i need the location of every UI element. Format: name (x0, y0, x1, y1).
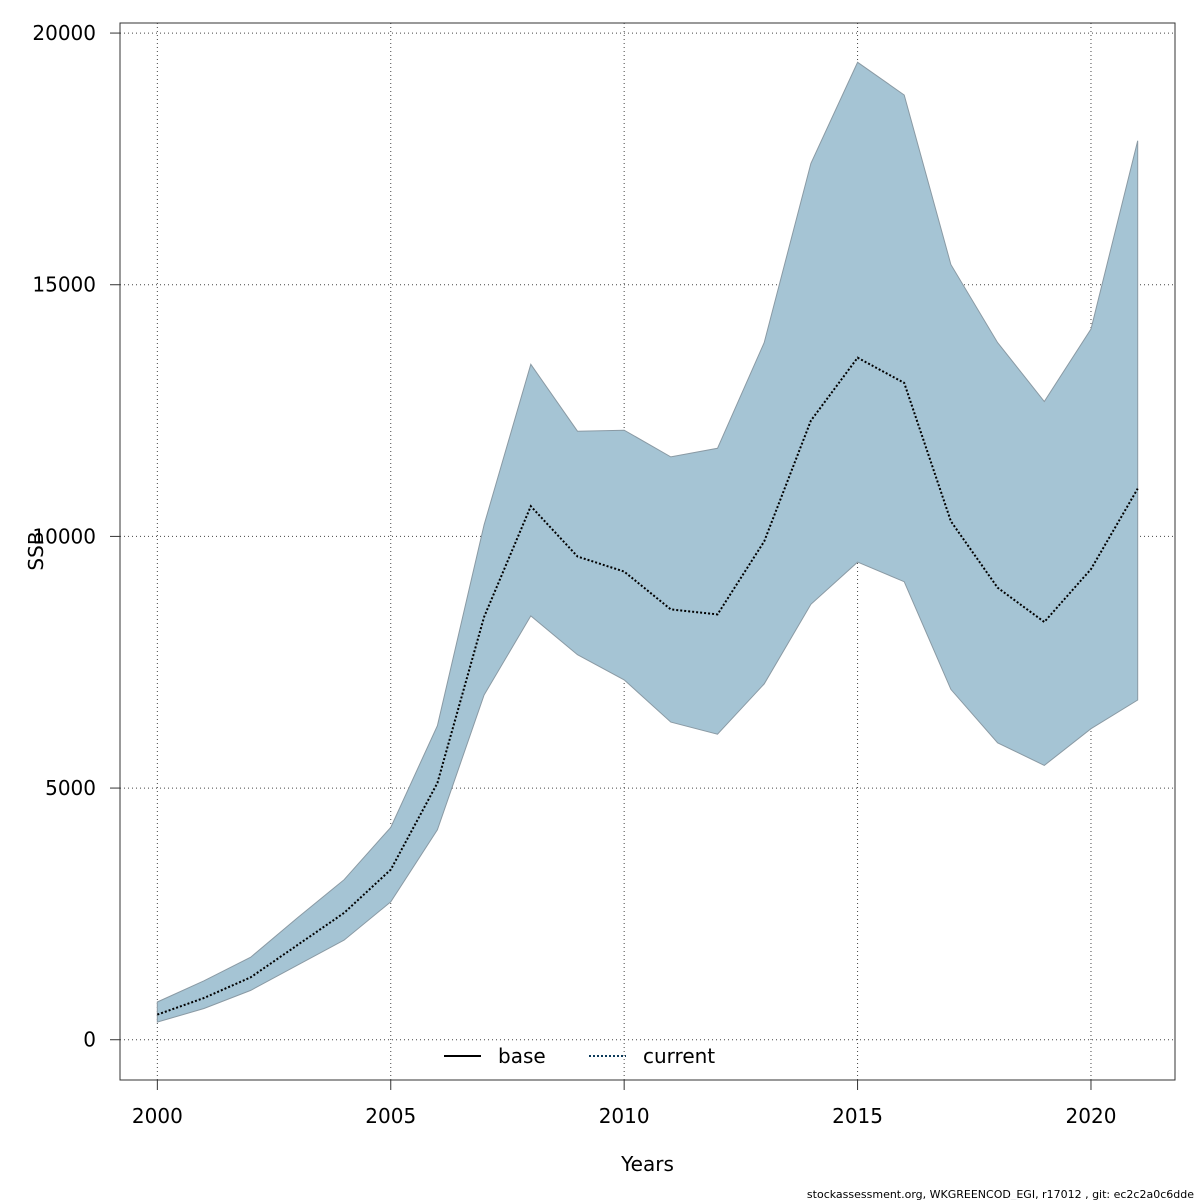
y-tick-label-10000: 10000 (32, 524, 96, 548)
x-tick-label-2015: 2015 (832, 1104, 883, 1128)
legend: base current (444, 1044, 715, 1068)
x-axis-label: Years (620, 1152, 674, 1176)
legend-current-label: current (643, 1044, 715, 1068)
x-tick-label-2000: 2000 (132, 1104, 183, 1128)
series-line-current (156, 356, 1139, 1016)
plot-frame (119, 22, 1176, 1081)
y-tick-label-20000: 20000 (32, 21, 96, 45)
y-tick-label-5000: 5000 (45, 776, 96, 800)
x-tick-label-2005: 2005 (365, 1104, 416, 1128)
series-lines (156, 356, 1139, 1016)
axis-ticks: 2000 2005 2010 2015 2020 0 5000 10000 15000 20000 (32, 21, 1116, 1128)
x-tick-label-2010: 2010 (599, 1104, 650, 1128)
legend-base-label: base (498, 1044, 546, 1068)
y-tick-label-15000: 15000 (32, 273, 96, 297)
confidence-band-area (156, 61, 1139, 1023)
x-tick-label-2020: 2020 (1066, 1104, 1117, 1128)
footer-credit: stockassessment.org, WKGREENCOD_EGI, r17… (807, 1188, 1194, 1200)
y-tick-label-0: 0 (83, 1028, 96, 1052)
y-axis-label: SSB (24, 531, 48, 570)
confidence-band (156, 61, 1139, 1023)
